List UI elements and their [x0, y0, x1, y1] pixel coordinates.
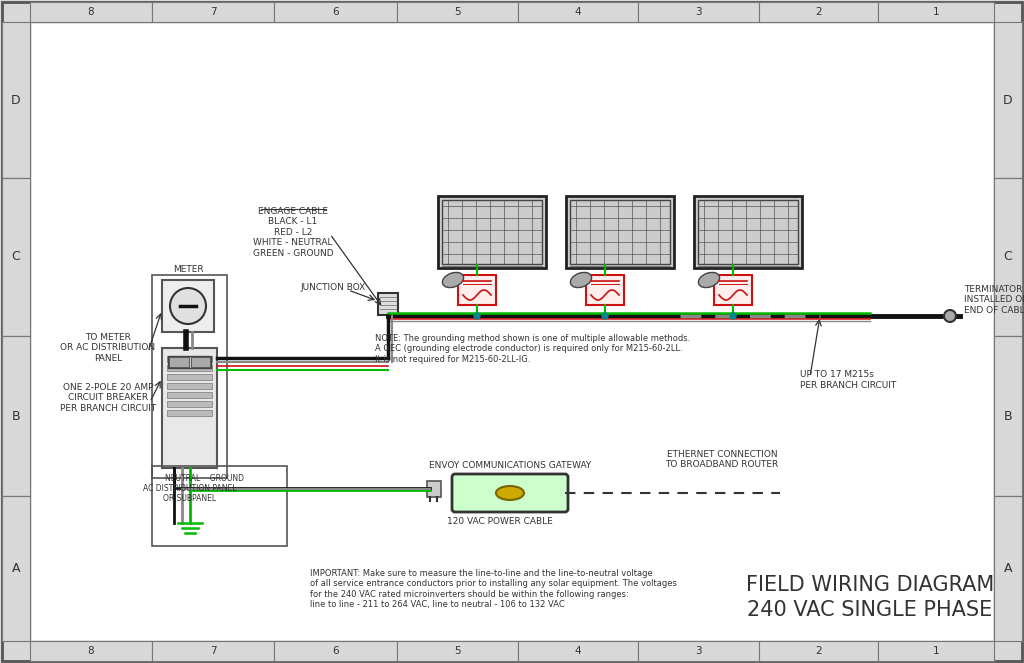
Text: 1: 1 — [933, 646, 939, 656]
Bar — [694, 196, 802, 268]
Text: 2: 2 — [815, 646, 822, 656]
Bar — [167, 374, 212, 380]
Bar — [994, 496, 1022, 641]
Bar — [518, 641, 638, 661]
Bar — [274, 2, 397, 22]
Text: 6: 6 — [332, 646, 339, 656]
Circle shape — [602, 313, 608, 319]
Bar — [167, 383, 212, 389]
Bar — [438, 196, 546, 268]
Text: JUNCTION BOX: JUNCTION BOX — [300, 284, 366, 292]
Bar — [2, 22, 30, 178]
Text: 7: 7 — [210, 7, 216, 17]
Ellipse shape — [698, 272, 720, 288]
Bar — [30, 641, 152, 661]
Bar — [167, 365, 212, 371]
Text: ENGAGE CABLE
BLACK - L1
RED - L2
WHITE - NEUTRAL
GREEN - GROUND: ENGAGE CABLE BLACK - L1 RED - L2 WHITE -… — [253, 207, 334, 258]
Text: 4: 4 — [574, 646, 582, 656]
Text: 3: 3 — [695, 7, 701, 17]
Bar — [759, 2, 878, 22]
Circle shape — [474, 313, 480, 319]
Bar — [190, 357, 210, 367]
Text: B: B — [1004, 410, 1013, 422]
Text: 2: 2 — [815, 7, 822, 17]
Bar — [570, 200, 670, 264]
Bar — [152, 275, 227, 478]
Text: 5: 5 — [455, 7, 461, 17]
Bar — [152, 641, 274, 661]
Bar — [698, 200, 798, 264]
Ellipse shape — [570, 272, 592, 288]
Text: IMPORTANT: Make sure to measure the line-to-line and the line-to-neutral voltage: IMPORTANT: Make sure to measure the line… — [310, 569, 677, 609]
Bar — [458, 275, 496, 305]
Bar — [994, 22, 1022, 178]
Text: 4: 4 — [574, 7, 582, 17]
Text: TO METER
OR AC DISTRIBUTION
PANEL: TO METER OR AC DISTRIBUTION PANEL — [60, 333, 156, 363]
Bar — [397, 641, 518, 661]
Text: A: A — [1004, 562, 1013, 575]
Bar — [878, 2, 994, 22]
Text: 120 VAC POWER CABLE: 120 VAC POWER CABLE — [447, 517, 553, 526]
FancyBboxPatch shape — [452, 474, 568, 512]
Bar — [994, 336, 1022, 496]
Bar — [638, 641, 759, 661]
Text: C: C — [11, 251, 20, 263]
Text: ONE 2-POLE 20 AMP
CIRCUIT BREAKER
PER BRANCH CIRCUIT: ONE 2-POLE 20 AMP CIRCUIT BREAKER PER BR… — [59, 383, 156, 413]
Bar — [378, 293, 398, 315]
Text: FIELD WIRING DIAGRAM: FIELD WIRING DIAGRAM — [745, 575, 994, 595]
Bar — [397, 2, 518, 22]
Ellipse shape — [496, 486, 524, 500]
Bar — [169, 357, 188, 367]
Bar — [994, 178, 1022, 336]
Text: 8: 8 — [88, 7, 94, 17]
Text: NOTE: The grounding method shown is one of multiple allowable methods.
A GEC (gr: NOTE: The grounding method shown is one … — [375, 334, 690, 364]
Text: TERMINATOR CAP
INSTALLED ON
END OF CABLE: TERMINATOR CAP INSTALLED ON END OF CABLE — [964, 285, 1024, 315]
Bar — [30, 2, 152, 22]
Circle shape — [170, 288, 206, 324]
Text: ETHERNET CONNECTION
TO BROADBAND ROUTER: ETHERNET CONNECTION TO BROADBAND ROUTER — [666, 450, 778, 469]
Text: METER: METER — [173, 265, 204, 274]
Bar — [167, 392, 212, 398]
Text: 3: 3 — [695, 646, 701, 656]
Text: B: B — [11, 410, 20, 422]
Bar — [2, 496, 30, 641]
Bar — [168, 356, 211, 368]
Bar — [427, 481, 441, 497]
Bar — [586, 275, 624, 305]
Bar — [167, 356, 212, 362]
Text: D: D — [1004, 93, 1013, 107]
Text: UP TO 17 M215s
PER BRANCH CIRCUIT: UP TO 17 M215s PER BRANCH CIRCUIT — [800, 371, 896, 390]
Text: AC DISTRIBUTION PANEL
OR SUBPANEL: AC DISTRIBUTION PANEL OR SUBPANEL — [142, 484, 237, 503]
Text: 8: 8 — [88, 646, 94, 656]
Circle shape — [730, 313, 736, 319]
Bar — [152, 466, 287, 546]
Bar — [518, 2, 638, 22]
Circle shape — [944, 310, 956, 322]
Bar — [878, 641, 994, 661]
Bar — [714, 275, 752, 305]
Bar — [162, 280, 214, 332]
Text: ENVOY COMMUNICATIONS GATEWAY: ENVOY COMMUNICATIONS GATEWAY — [429, 461, 591, 470]
Bar — [442, 200, 542, 264]
Bar — [167, 410, 212, 416]
Text: 7: 7 — [210, 646, 216, 656]
Text: 1: 1 — [933, 7, 939, 17]
Bar — [2, 336, 30, 496]
Bar — [638, 2, 759, 22]
Bar — [2, 178, 30, 336]
Bar — [152, 2, 274, 22]
Bar — [274, 641, 397, 661]
Text: 6: 6 — [332, 7, 339, 17]
Bar — [759, 641, 878, 661]
Text: A: A — [11, 562, 20, 575]
Text: C: C — [1004, 251, 1013, 263]
Text: 5: 5 — [455, 646, 461, 656]
Text: D: D — [11, 93, 20, 107]
Bar — [566, 196, 674, 268]
Bar — [167, 401, 212, 407]
Text: 240 VAC SINGLE PHASE: 240 VAC SINGLE PHASE — [748, 600, 992, 620]
Ellipse shape — [442, 272, 464, 288]
Text: NEUTRAL    GROUND: NEUTRAL GROUND — [165, 474, 244, 483]
Bar — [162, 348, 217, 468]
